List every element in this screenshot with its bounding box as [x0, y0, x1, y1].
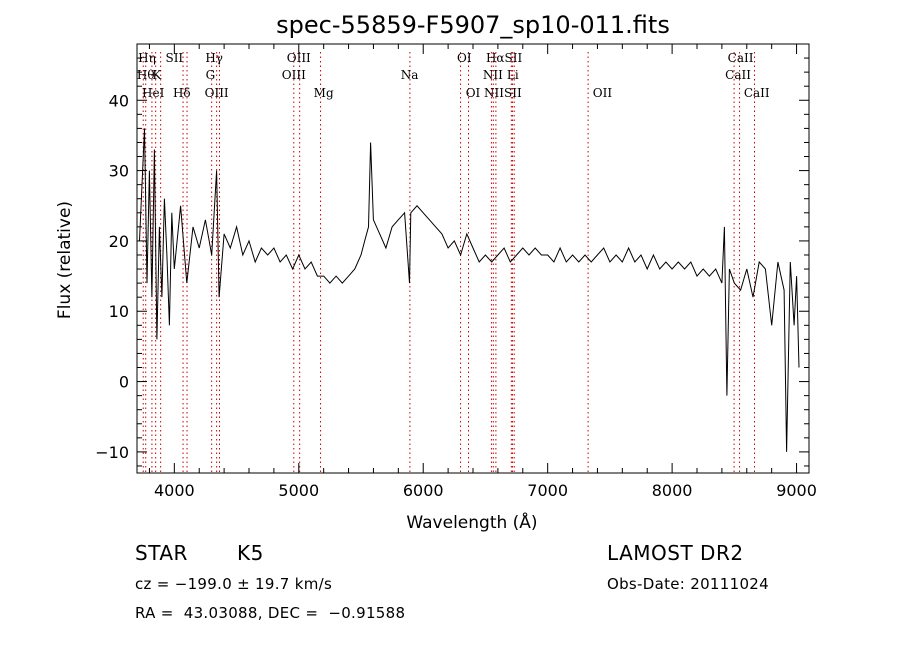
- line-label: Na: [401, 68, 419, 82]
- y-tick-label: 30: [109, 162, 129, 181]
- line-label: OIII: [205, 86, 229, 100]
- line-label: OI: [457, 51, 472, 65]
- y-tick-label: 10: [109, 302, 129, 321]
- x-tick-label: 5000: [278, 481, 319, 500]
- line-label: Mg: [314, 86, 334, 100]
- x-tick-label: 4000: [154, 481, 195, 500]
- redshift-text: cz = −199.0 ± 19.7 km/s: [135, 575, 333, 593]
- line-label: OIII: [282, 68, 306, 82]
- plot-frame: [136, 43, 810, 474]
- object-type: STAR: [135, 541, 188, 565]
- obs-date-text: Obs-Date: 20111024: [607, 575, 769, 593]
- line-label: Hθ: [137, 68, 155, 82]
- line-label: HαSII: [486, 51, 523, 65]
- spectral-subclass: K5: [237, 541, 264, 565]
- emission-line-markers: [142, 52, 755, 473]
- line-label: SII: [165, 51, 183, 65]
- x-axis-label: Wavelength (Å): [406, 511, 537, 533]
- x-tick-label: 9000: [776, 481, 817, 500]
- line-label: Hη: [138, 51, 156, 65]
- y-tick-label: −10: [95, 443, 129, 462]
- line-label: OI: [466, 86, 481, 100]
- y-tick-label: 0: [119, 373, 129, 392]
- line-label: CaII: [725, 68, 751, 82]
- line-label: OIII: [287, 51, 311, 65]
- x-tick-label: 6000: [403, 481, 444, 500]
- emission-line-labels: Hη SII Hγ OIII OI HαSII CaII HθK G OIII Na NII Li CaI…: [137, 51, 770, 100]
- line-label: G: [206, 68, 216, 82]
- spectrum-line: [139, 128, 800, 452]
- y-tick-label: 40: [109, 91, 129, 110]
- y-tick-labels: −10 0 10 20 30 40: [95, 91, 129, 462]
- x-tick-label: 8000: [652, 481, 693, 500]
- line-label: CaII: [744, 86, 770, 100]
- coordinates-text: RA = 43.03088, DEC = −0.91588: [135, 604, 406, 622]
- line-label: OII: [593, 86, 613, 100]
- y-axis-label: Flux (relative): [55, 201, 75, 319]
- y-tick-label: 20: [109, 232, 129, 251]
- line-label: Hγ: [205, 51, 223, 65]
- axis-ticks: [137, 44, 809, 473]
- x-tick-label: 7000: [527, 481, 568, 500]
- line-label: K: [152, 68, 162, 82]
- line-label: NII: [483, 68, 503, 82]
- x-tick-labels: 4000 5000 6000 7000 8000 9000: [154, 481, 817, 500]
- line-label: CaII: [728, 51, 754, 65]
- line-label: NIISII: [484, 86, 522, 100]
- survey-name: LAMOST DR2: [607, 541, 744, 565]
- line-label: Li: [507, 68, 519, 82]
- line-label: Hδ: [173, 86, 191, 100]
- chart-title: spec-55859-F5907_sp10-011.fits: [276, 11, 670, 39]
- line-label: HeI: [142, 86, 165, 100]
